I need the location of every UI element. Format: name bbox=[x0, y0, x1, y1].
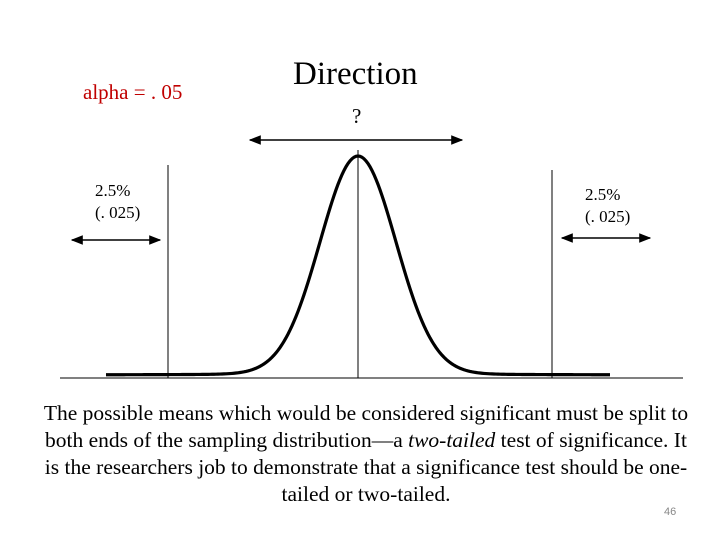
question-mark: ? bbox=[352, 104, 362, 128]
caption-part2: test of significance. It is the research… bbox=[44, 428, 688, 506]
caption-emphasis: two-tailed bbox=[408, 428, 496, 452]
slide-number: 46 bbox=[664, 506, 677, 518]
left-tail-percent: 2.5% bbox=[95, 181, 131, 200]
slide-title: Direction bbox=[293, 56, 418, 92]
left-tail-proportion: (. 025) bbox=[95, 203, 141, 222]
caption-text: The possible means which would be consid… bbox=[36, 400, 696, 508]
bell-curve bbox=[105, 154, 611, 377]
right-tail-percent: 2.5% bbox=[585, 185, 621, 204]
left-tail-label: 2.5% (. 025) bbox=[95, 180, 140, 224]
right-tail-proportion: (. 025) bbox=[585, 207, 631, 226]
right-tail-label: 2.5% (. 025) bbox=[585, 184, 630, 228]
alpha-label: alpha = . 05 bbox=[83, 80, 183, 104]
caption-part1: The possible means which would be consid… bbox=[43, 401, 689, 452]
